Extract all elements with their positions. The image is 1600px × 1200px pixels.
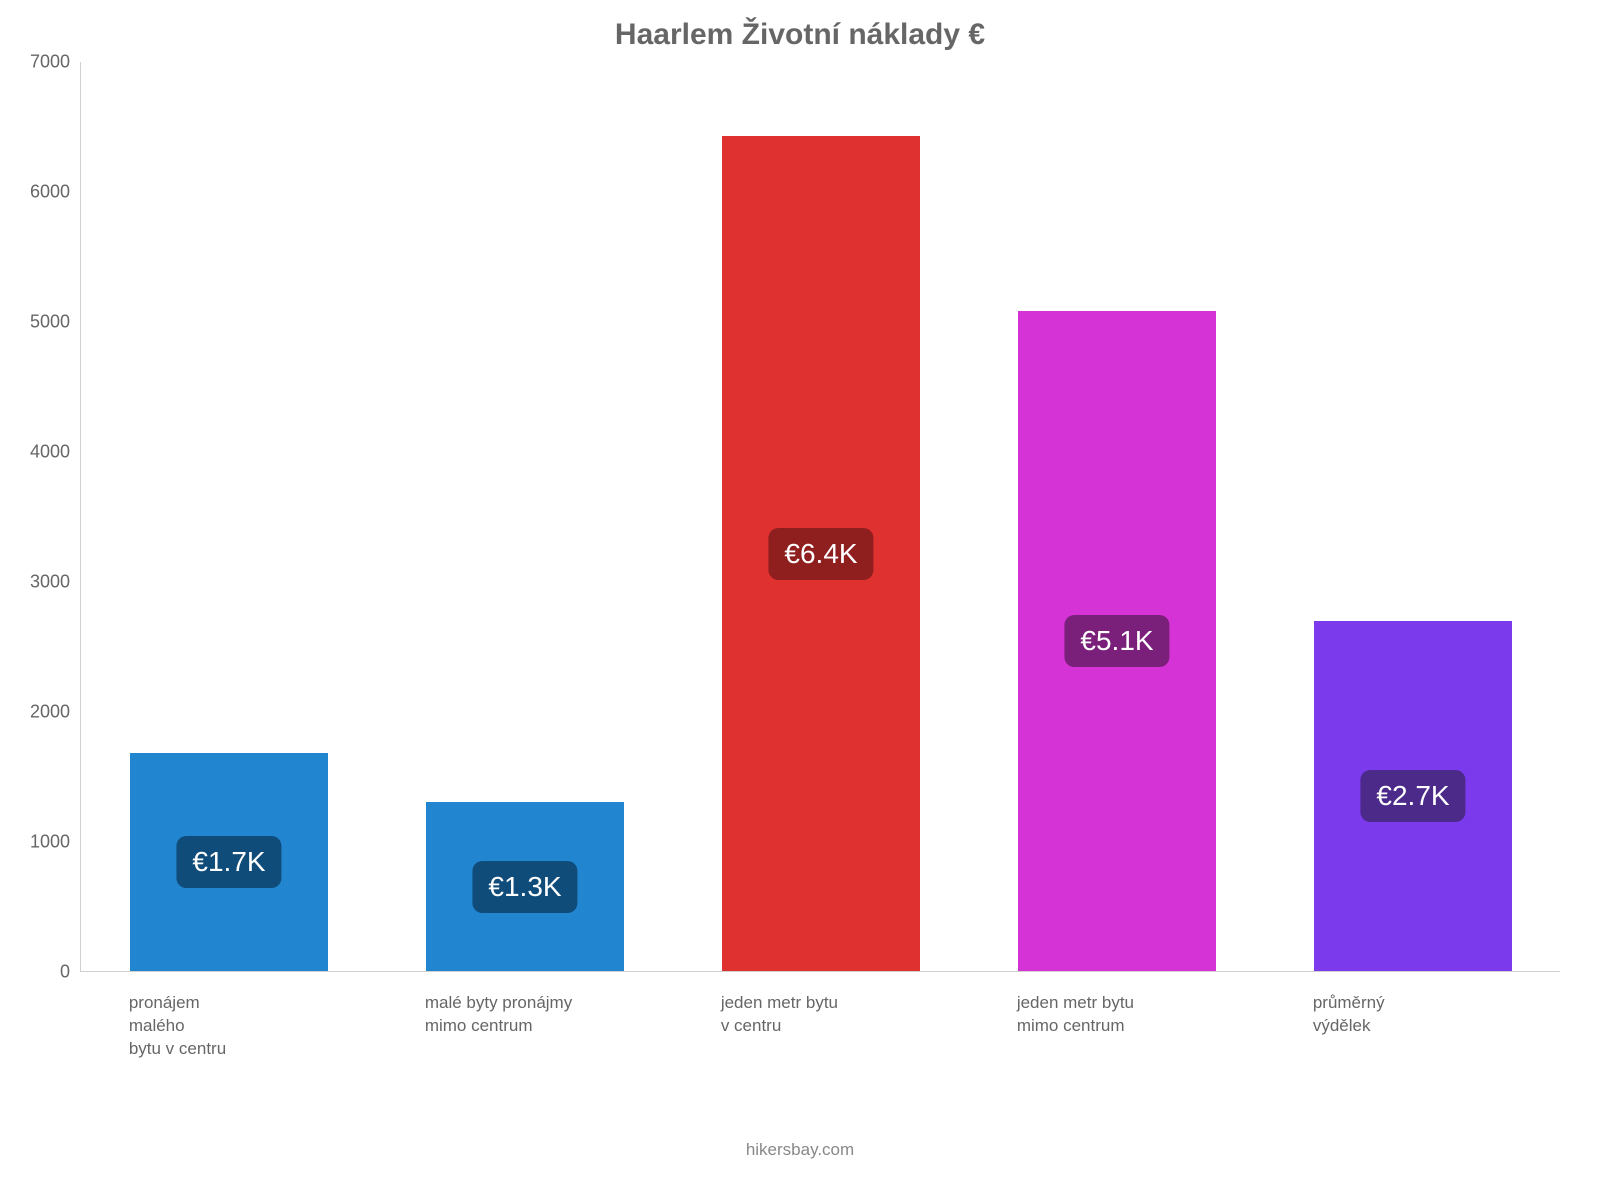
y-tick-label: 1000 <box>0 832 70 853</box>
y-tick-label: 7000 <box>0 52 70 73</box>
x-tick-label: jeden metr bytu v centru <box>721 992 838 1038</box>
x-tick-label: jeden metr bytu mimo centrum <box>1017 992 1134 1038</box>
y-tick-label: 5000 <box>0 312 70 333</box>
chart-title: Haarlem Životní náklady € <box>0 18 1600 52</box>
bar-value-badge: €2.7K <box>1360 770 1465 822</box>
x-tick-label: průměrný výdělek <box>1313 992 1385 1038</box>
x-tick-label: pronájem malého bytu v centru <box>129 992 226 1061</box>
cost-of-living-chart: Haarlem Životní náklady € €1.7K €1.3K €6.4… <box>0 0 1600 1200</box>
y-tick-label: 6000 <box>0 182 70 203</box>
x-tick-label: malé byty pronájmy mimo centrum <box>425 992 572 1038</box>
plot-area: €1.7K €1.3K €6.4K €5.1K €2.7K <box>80 62 1560 972</box>
y-tick-label: 3000 <box>0 572 70 593</box>
bar-value-badge: €1.3K <box>472 861 577 913</box>
y-tick-label: 2000 <box>0 702 70 723</box>
bar-value-badge: €5.1K <box>1064 615 1169 667</box>
y-tick-label: 4000 <box>0 442 70 463</box>
bar-value-badge: €1.7K <box>176 836 281 888</box>
bar-value-badge: €6.4K <box>768 528 873 580</box>
chart-footer: hikersbay.com <box>0 1140 1600 1160</box>
y-tick-label: 0 <box>0 962 70 983</box>
